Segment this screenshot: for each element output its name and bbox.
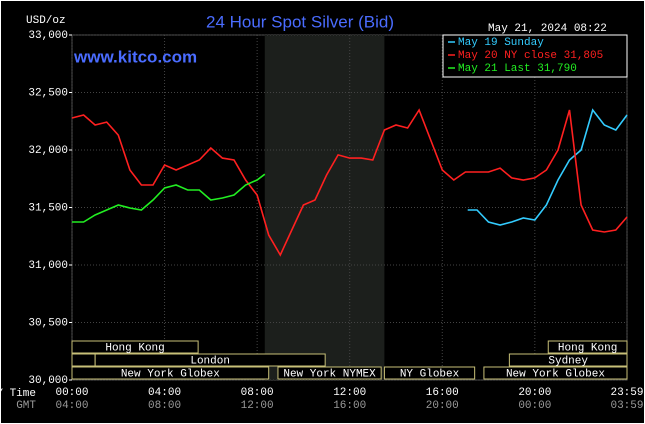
x-tick-label: 16:00 (426, 387, 459, 399)
y-tick-label: 32,000 (28, 145, 68, 157)
session-box (277, 366, 382, 380)
timestamp: May 21, 2024 08:22 (488, 23, 607, 35)
series-line (71, 108, 628, 257)
y-tick-label: 31,500 (28, 202, 68, 214)
session-label: New York Globex (121, 368, 220, 380)
x-tick-label: 08:00 (241, 387, 274, 399)
x2-tick-label: 08:00 (148, 400, 181, 412)
legend-label: May 19 Sunday (458, 37, 544, 49)
session-label: Hong Kong (558, 342, 617, 354)
legend-label: May 20 NY close 31,805 (458, 50, 603, 62)
session-box (71, 340, 199, 354)
legend-box (442, 34, 628, 78)
session-box (71, 366, 270, 380)
chart-title: 24 Hour Spot Silver (Bid) (206, 12, 394, 31)
session-box (508, 353, 628, 367)
legend-label: May 21 Last 31,790 (458, 63, 577, 75)
x2-tick-label: 12:00 (241, 400, 274, 412)
x-tick-label: 12:00 (333, 387, 366, 399)
session-label: NY Globex (400, 368, 460, 380)
x-axis-label: NY Time (0, 388, 36, 400)
session-label: Sydney (548, 355, 588, 367)
x2-tick-label: 00:00 (518, 400, 551, 412)
x2-tick-label: 16:00 (333, 400, 366, 412)
session-label: New York NYMEX (283, 368, 376, 380)
y-axis-label: USD/oz (26, 15, 66, 27)
x2-tick-label: 03:59 (610, 400, 643, 412)
session-label: New York Globex (506, 368, 605, 380)
session-box (383, 366, 476, 380)
y-tick-label: 30,000 (28, 375, 68, 387)
x-tick-label: 00:00 (55, 387, 88, 399)
series-line (467, 108, 628, 226)
x-tick-label: 04:00 (148, 387, 181, 399)
x-tick-label: 23:59 (610, 387, 643, 399)
session-label: London (190, 355, 230, 367)
x2-tick-label: 20:00 (426, 400, 459, 412)
x-tick-label: 20:00 (518, 387, 551, 399)
y-tick-label: 30,500 (28, 317, 68, 329)
session-box (71, 353, 96, 367)
session-label: Hong Kong (105, 342, 164, 354)
x2-axis-label: GMT (16, 400, 36, 412)
y-tick-label: 31,000 (28, 260, 68, 272)
y-tick-label: 32,500 (28, 87, 68, 99)
site-name: www.kitco.com (73, 47, 197, 66)
y-tick-label: 33,000 (28, 30, 68, 42)
session-box (483, 366, 628, 380)
session-box (547, 340, 628, 354)
session-box (94, 353, 326, 367)
x2-tick-label: 04:00 (55, 400, 88, 412)
series-line (72, 173, 266, 223)
